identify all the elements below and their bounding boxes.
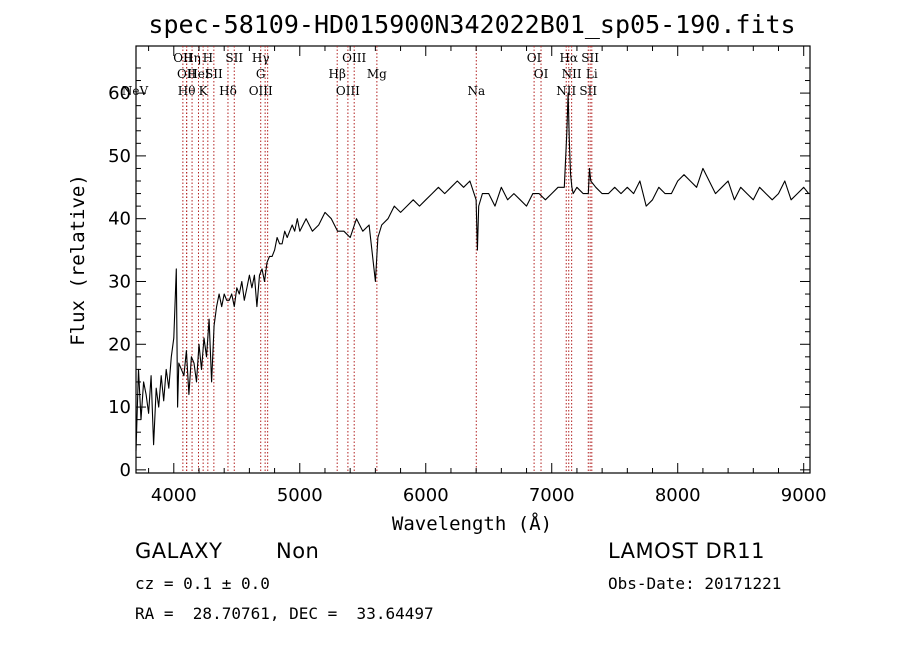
line-label-10-1: G bbox=[256, 67, 266, 81]
line-label-5-0: K bbox=[199, 84, 209, 98]
y-tick-label: 50 bbox=[108, 146, 131, 167]
y-axis-label: Flux (relative) bbox=[67, 174, 89, 346]
y-tick-label: 10 bbox=[108, 397, 131, 418]
x-tick-label: 9000 bbox=[781, 485, 827, 506]
line-label-15-0: OIII bbox=[342, 51, 366, 65]
obs-date: Obs-Date: 20171221 bbox=[608, 574, 782, 593]
line-label-21-0: Hα bbox=[559, 51, 578, 65]
line-label-9-0: SII bbox=[225, 51, 243, 65]
chart-title: spec-58109-HD015900N342022B01_sp05-190.f… bbox=[148, 10, 795, 39]
object-class: GALAXY bbox=[135, 539, 223, 563]
line-label-18-0: OI bbox=[527, 51, 542, 65]
line-label-6-0: H bbox=[203, 51, 213, 65]
line-label-nev: NeV bbox=[122, 84, 149, 98]
y-tick-label: 60 bbox=[108, 83, 131, 104]
object-subclass: Non bbox=[276, 539, 320, 563]
survey-name: LAMOST DR11 bbox=[608, 539, 766, 563]
x-axis-label: Wavelength (Å) bbox=[392, 512, 552, 535]
line-label-20-0: NII bbox=[556, 84, 576, 98]
line-label-23-0: SII bbox=[579, 84, 597, 98]
line-label-0-0: OII bbox=[173, 51, 193, 65]
x-tick-label: 5000 bbox=[277, 485, 323, 506]
line-label-3-0: Hη bbox=[183, 51, 201, 65]
line-label-16-0: Mg bbox=[367, 67, 387, 81]
line-label-8-0: Hδ bbox=[219, 84, 237, 98]
line-label-24-0: SII bbox=[581, 51, 599, 65]
spectrum-line-0 bbox=[135, 92, 810, 452]
y-tick-label: 40 bbox=[108, 209, 131, 230]
y-tick-label: 20 bbox=[108, 334, 131, 355]
line-label-4-0: HeI bbox=[187, 67, 210, 81]
x-tick-label: 4000 bbox=[151, 485, 197, 506]
redshift-readout: cz = 0.1 ± 0.0 bbox=[135, 574, 270, 593]
line-label-2-0: Hθ bbox=[178, 84, 196, 98]
y-tick-label: 30 bbox=[108, 271, 131, 292]
spectrum-series bbox=[135, 92, 810, 452]
spectral-line-markers bbox=[182, 46, 593, 473]
y-axis-ticks: 0 10 20 30 40 50 60 bbox=[108, 67, 810, 481]
spectral-line-labels: OII OII Hθ Hη HeI K H SII Hδ SII Hγ G OIII Hβ OIII OIII… bbox=[122, 51, 599, 98]
y-tick-label: 0 bbox=[120, 460, 131, 481]
line-label-13-0: Hβ bbox=[328, 67, 345, 81]
line-label-25-0: Li bbox=[586, 67, 598, 81]
coordinates: RA = 28.70761, DEC = 33.64497 bbox=[135, 604, 434, 623]
x-tick-label: 8000 bbox=[655, 485, 701, 506]
line-label-22-0: NII bbox=[562, 67, 582, 81]
line-label-19-0: OI bbox=[534, 67, 549, 81]
line-label-14-0: OIII bbox=[336, 84, 360, 98]
line-label-17-0: Na bbox=[467, 84, 485, 98]
line-label-1-0: OII bbox=[177, 67, 197, 81]
x-axis-ticks: 4000 5000 6000 7000 8000 9000 bbox=[148, 46, 827, 506]
line-label-7-0: SII bbox=[205, 67, 223, 81]
line-label-10-2: OIII bbox=[249, 84, 273, 98]
plot-frame bbox=[135, 45, 811, 474]
x-tick-label: 7000 bbox=[529, 485, 575, 506]
x-tick-label: 6000 bbox=[403, 485, 449, 506]
line-label-10-0: Hγ bbox=[252, 51, 270, 65]
